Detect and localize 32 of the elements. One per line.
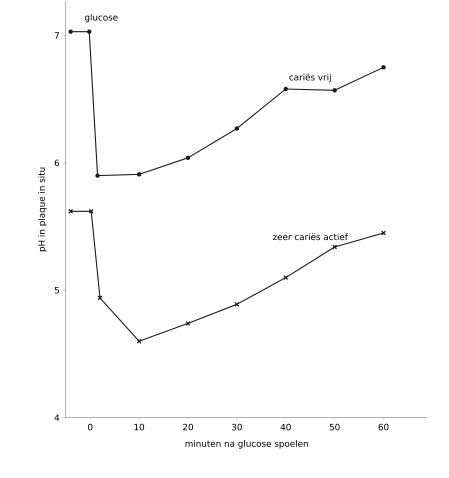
point: [88, 208, 94, 214]
y-tick-label: 7: [54, 32, 59, 39]
annotation: glucose: [84, 14, 118, 22]
series-label: cariës vrij: [289, 74, 330, 82]
point: [95, 173, 100, 178]
x-tick-label: 50: [330, 424, 340, 430]
x-tick-label: 40: [280, 424, 291, 430]
point: [136, 338, 142, 344]
series-label: zeer cariës actief: [272, 233, 348, 240]
y-tick-label: 6: [54, 160, 59, 166]
x-axis-title: minuten na glucose spoelen: [185, 440, 308, 449]
point: [186, 156, 190, 160]
point: [234, 302, 240, 307]
point: [332, 88, 337, 92]
x-tick-label: 20: [182, 424, 193, 430]
x-tick-label: 30: [232, 424, 242, 430]
x-tick-label: 0: [88, 424, 92, 430]
point: [97, 295, 102, 300]
point: [68, 29, 73, 34]
x-tick-label: 60: [378, 424, 388, 430]
y-tick-label: 5: [54, 287, 59, 294]
point: [86, 29, 92, 34]
point: [234, 126, 239, 131]
point: [332, 244, 337, 250]
y-axis-title: pH in plaque in situ: [38, 168, 46, 252]
point: [185, 320, 190, 326]
x-tick-label: 10: [134, 424, 144, 430]
y-tick-label: 4: [54, 414, 59, 421]
point: [381, 65, 386, 70]
point: [136, 172, 142, 177]
point: [283, 275, 288, 280]
point: [283, 86, 288, 92]
